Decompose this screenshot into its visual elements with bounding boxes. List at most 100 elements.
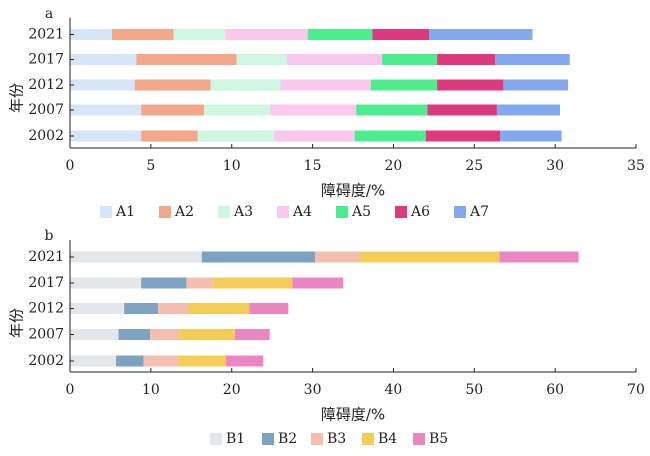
bar-b5-2021 [499,251,579,263]
x-axis-label: 障碍度/% [321,406,385,424]
bar-b3-2007 [150,329,180,340]
x-tick-label: 0 [66,382,75,398]
bar-a4-2021 [225,29,308,40]
bar-a2-2017 [136,54,237,65]
legend-swatch-b1 [210,433,222,445]
bar-a1-2002 [70,130,142,142]
bar-b3-2017 [186,277,214,289]
x-tick-label: 20 [223,382,241,398]
bar-b2-2007 [118,329,151,340]
bar-b3-2002 [143,355,179,367]
bar-a3-2012 [210,79,281,91]
bar-a6-2002 [425,130,501,142]
legend-label-b2: B2 [278,431,297,447]
x-tick-label: 30 [304,382,322,398]
bar-a2-2002 [141,130,198,142]
bar-a5-2007 [356,104,428,116]
legend-swatch-a6 [395,206,407,218]
legend-swatch-b3 [311,433,323,445]
bar-b5-2007 [234,329,270,340]
legend-swatch-b4 [362,433,374,445]
bar-b2-2021 [201,251,315,263]
bar-a6-2007 [427,104,497,116]
legend: B1 B2 B3 B4 B5 [210,431,448,447]
bar-b4-2002 [178,355,227,367]
bar-a1-2017 [70,54,137,65]
x-tick-label: 70 [627,382,645,398]
bar-b2-2002 [116,355,144,367]
x-tick-label: 20 [385,158,403,174]
bar-b1-2012 [70,303,125,314]
legend-label-b3: B3 [327,431,346,447]
y-tick-label-2021: 2021 [28,249,64,265]
bar-a1-2021 [70,29,113,40]
bar-b1-2017 [70,277,142,289]
bar-a2-2012 [134,79,211,91]
x-tick-label: 35 [627,158,645,174]
bar-a4-2012 [280,79,371,91]
bar-b1-2021 [70,251,202,263]
bar-b1-2002 [70,355,117,367]
bar-b1-2007 [70,329,119,340]
x-tick-label: 60 [546,382,564,398]
legend-swatch-a3 [218,206,230,218]
panel-label: a [45,6,53,22]
bar-a2-2007 [141,104,205,116]
bar-a5-2017 [382,54,438,65]
x-axis-label: 障碍度/% [321,182,385,200]
bar-a3-2021 [173,29,226,40]
legend-label-a5: A5 [351,204,371,220]
bar-b3-2021 [314,251,360,263]
legend-label-b1: B1 [226,431,245,447]
legend-label-a4: A4 [292,204,312,220]
legend-swatch-b5 [413,433,425,445]
y-tick-label-2002: 2002 [28,353,64,369]
y-axis-label: 年份 [8,308,26,338]
bar-b3-2012 [158,303,189,314]
bar-a3-2002 [197,130,274,142]
bar-a7-2012 [503,79,569,91]
y-tick-label-2012: 2012 [28,77,64,93]
y-tick-label-2012: 2012 [28,301,64,317]
y-tick-label-2017: 2017 [28,275,64,291]
bar-a2-2021 [112,29,174,40]
bar-a3-2007 [204,104,271,116]
bar-a5-2012 [370,79,438,91]
bar-a5-2021 [307,29,373,40]
x-tick-label: 10 [223,158,241,174]
bar-a4-2007 [270,104,357,116]
x-tick-label: 40 [385,382,403,398]
bar-a4-2002 [273,130,355,142]
bar-b4-2012 [188,303,250,314]
legend-swatch-a1 [100,206,112,218]
y-tick-label-2021: 2021 [28,27,64,43]
legend-label-a6: A6 [410,204,430,220]
bar-b4-2021 [359,251,500,263]
bar-b5-2017 [292,277,344,289]
legend-swatch-a5 [336,206,348,218]
x-tick-label: 15 [304,158,322,174]
bar-a7-2007 [496,104,560,116]
bar-a1-2012 [70,79,135,91]
bar-b5-2002 [226,355,264,367]
legend-swatch-a2 [159,206,171,218]
x-tick-label: 10 [142,382,160,398]
bar-b5-2012 [249,303,289,314]
bar-b2-2017 [141,277,187,289]
legend-swatch-b2 [262,433,274,445]
legend-label-a7: A7 [469,204,489,220]
y-axis-label: 年份 [8,83,26,113]
bar-a3-2017 [236,54,287,65]
x-tick-label: 0 [66,158,75,174]
bar-b4-2007 [179,329,235,340]
legend-label-a3: A3 [233,204,253,220]
bar-b4-2017 [213,277,293,289]
y-tick-label-2002: 2002 [28,128,64,144]
bar-a6-2012 [437,79,504,91]
legend: A1 A2 A3 A4 A5 A6 A7 [100,204,489,220]
bar-a4-2017 [286,54,383,65]
